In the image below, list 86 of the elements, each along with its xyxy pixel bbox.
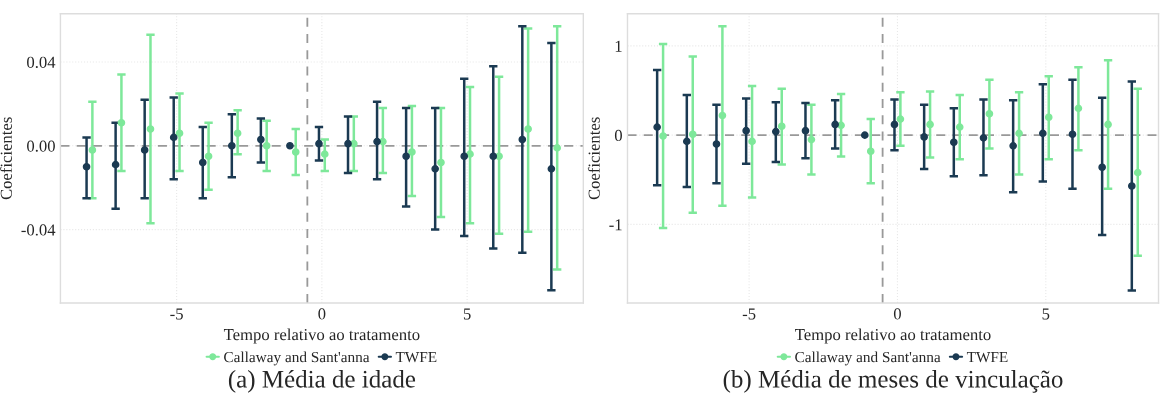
legend-label: Callaway and Sant'anna: [795, 351, 941, 366]
point: [518, 135, 527, 144]
point: [146, 125, 155, 133]
point: [489, 152, 498, 161]
point: [742, 126, 750, 135]
x-tick-label: -5: [742, 308, 756, 320]
text: (a) Média de idade: [228, 370, 416, 393]
point: [896, 115, 905, 123]
y-tick-label: -1: [609, 219, 622, 231]
point: [233, 129, 242, 138]
point: [169, 133, 178, 142]
point: [866, 147, 875, 156]
x-tick-label: 0: [318, 308, 326, 320]
point: [1015, 129, 1023, 138]
legend-label: TWFE: [966, 352, 1008, 363]
point: [688, 130, 697, 139]
point: [860, 131, 869, 139]
point: [262, 141, 271, 150]
point: [175, 129, 184, 138]
point: [718, 111, 727, 120]
point: [1068, 130, 1077, 139]
point: [547, 165, 556, 173]
point: [431, 165, 439, 173]
y-tick-label: -0.04: [21, 224, 56, 236]
point: [291, 148, 300, 156]
point: [949, 138, 958, 147]
point: [198, 158, 207, 167]
point: [831, 120, 839, 129]
point: [111, 160, 120, 169]
point: [82, 162, 91, 171]
point: [1127, 182, 1136, 190]
point: [257, 135, 265, 144]
point: [771, 127, 780, 136]
point: [315, 139, 323, 148]
x-axis-title: Tempo relativo ao tratamento: [795, 328, 991, 344]
point: [777, 122, 786, 131]
point: [408, 148, 416, 156]
x-axis-title: Tempo relativo ao tratamento: [223, 328, 420, 344]
point: [985, 109, 994, 118]
point: [1098, 163, 1106, 172]
point: [1044, 113, 1053, 122]
point: [653, 123, 661, 131]
y-tick-label: 0.04: [27, 56, 56, 68]
point: [344, 139, 352, 148]
point: [140, 146, 149, 154]
point: [801, 126, 810, 135]
legend-label: TWFE: [395, 352, 437, 363]
y-axis-title: Coeficientes: [0, 117, 12, 200]
y-tick-label: 0.00: [27, 140, 55, 152]
point: [524, 125, 532, 133]
point: [1038, 129, 1047, 138]
point: [204, 152, 213, 161]
y-tick-label: 0: [614, 129, 622, 142]
x-tick-label: -5: [170, 308, 183, 320]
point: [227, 141, 236, 150]
point: [920, 133, 928, 141]
point: [553, 144, 561, 152]
point: [1133, 168, 1142, 177]
point: [460, 152, 469, 161]
y-axis-title: Coeficientes: [587, 117, 600, 200]
text: (b) Média de meses de vinculação: [723, 370, 1063, 393]
point: [402, 152, 410, 161]
x-tick-label: 5: [463, 308, 471, 320]
point: [88, 146, 97, 154]
point: [890, 120, 899, 129]
point: [659, 132, 667, 140]
point: [979, 134, 988, 142]
point: [117, 118, 126, 127]
point: [926, 120, 934, 129]
point: [466, 150, 474, 158]
point: [320, 150, 329, 158]
legend-label: Callaway and Sant'anna: [224, 351, 370, 366]
point: [1074, 104, 1083, 113]
point: [712, 140, 721, 148]
point: [1104, 120, 1112, 129]
point: [807, 135, 816, 144]
point: [437, 158, 445, 167]
x-tick-label: 0: [893, 308, 901, 320]
point: [748, 137, 756, 146]
point: [682, 137, 691, 146]
y-tick-label: 1: [615, 40, 622, 52]
point: [1009, 142, 1017, 150]
point: [286, 141, 294, 150]
x-tick-label: 5: [1042, 308, 1050, 320]
point: [373, 137, 381, 146]
point: [955, 123, 964, 131]
